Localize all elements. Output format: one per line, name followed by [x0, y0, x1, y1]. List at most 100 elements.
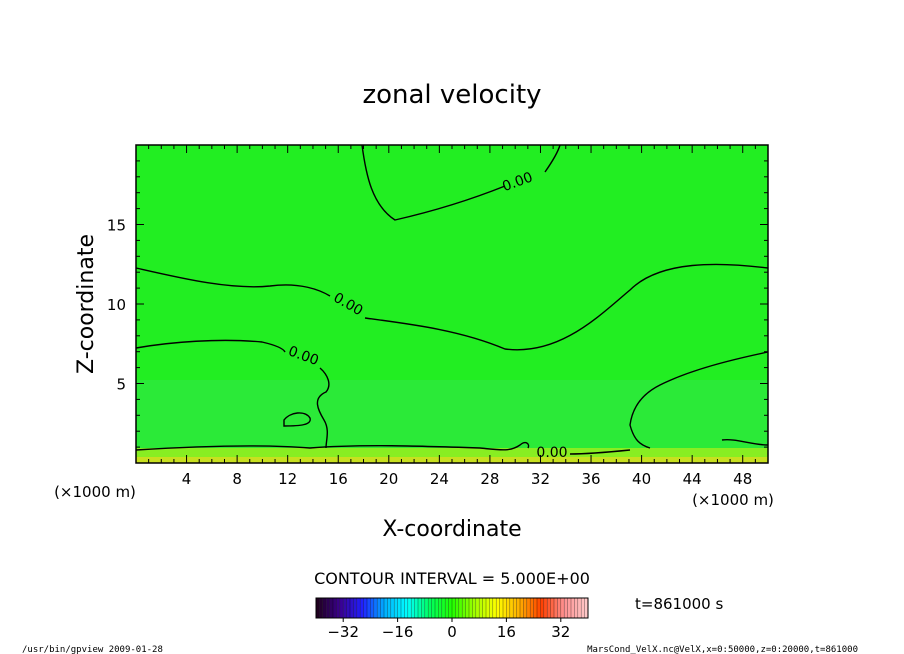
x-tick-label: 44	[683, 470, 702, 488]
colorbar-cell	[435, 598, 439, 618]
colorbar-cell	[499, 598, 503, 618]
y-tick-label: 5	[116, 376, 126, 394]
colorbar-cell	[530, 598, 534, 618]
x-tick-label: 36	[581, 470, 600, 488]
colorbar-cell	[452, 598, 456, 618]
colorbar-cell	[370, 598, 374, 618]
colorbar-tick-label: 32	[551, 623, 570, 641]
contour-closed-small	[283, 412, 311, 427]
y-axis-label: Z-coordinate	[74, 234, 99, 374]
colorbar-cell	[319, 598, 323, 618]
colorbar-cell	[486, 598, 490, 618]
colorbar-cell	[367, 598, 371, 618]
colorbar-cell	[482, 598, 486, 618]
colorbar-cell	[418, 598, 422, 618]
colorbar-cell	[465, 598, 469, 618]
colorbar-cell	[506, 598, 510, 618]
x-tick-label: 40	[632, 470, 651, 488]
colorbar: −32 −16 0 16 32	[315, 597, 589, 641]
colorbar-cell	[390, 598, 395, 618]
colorbar-cell	[346, 598, 350, 618]
colorbar-cell	[428, 598, 432, 618]
x-tick-label: 48	[733, 470, 752, 488]
x-tick-label: 12	[278, 470, 297, 488]
colorbar-cell	[537, 598, 541, 618]
colorbar-cell	[360, 598, 364, 618]
colorbar-cell	[424, 598, 429, 618]
x-tick-label: 16	[329, 470, 348, 488]
colorbar-cell	[407, 598, 412, 618]
colorbar-cell	[326, 598, 330, 618]
colorbar-cell	[316, 598, 320, 618]
colorbar-tick-label: −32	[327, 623, 359, 641]
x-axis-label: X-coordinate	[382, 517, 521, 542]
chart-title: zonal velocity	[362, 80, 541, 110]
x-tick-label: 8	[232, 470, 242, 488]
colorbar-cell	[356, 598, 361, 618]
colorbar-cell	[448, 598, 452, 618]
colorbar-cell	[567, 598, 571, 618]
colorbar-cell	[322, 598, 327, 618]
colorbar-cell	[469, 598, 473, 618]
y-unit-label: (×1000 m)	[54, 483, 136, 501]
colorbar-cell	[455, 598, 459, 618]
colorbar-cell	[577, 598, 582, 618]
colorbar-cell	[547, 598, 551, 618]
colorbar-cell	[363, 598, 367, 618]
contour-top	[361, 144, 561, 221]
x-tick-label: 4	[182, 470, 192, 488]
colorbar-cell	[339, 598, 344, 618]
contour-lower-mid	[135, 339, 330, 449]
colorbar-cell	[404, 598, 408, 618]
contour-right	[629, 351, 769, 449]
colorbar-cell	[462, 598, 466, 618]
colorbar-cell	[520, 598, 524, 618]
footer-left: /usr/bin/gpview 2009-01-28	[22, 645, 163, 654]
colorbar-cell	[377, 598, 381, 618]
colorbar-cell	[438, 598, 442, 618]
colorbar-cell	[479, 598, 483, 618]
footer-right: MarsCond_VelX.nc@VelX,x=0:50000,z=0:2000…	[587, 645, 858, 654]
colorbar-cell	[472, 598, 476, 618]
colorbar-cell	[411, 598, 415, 618]
colorbar-cell	[523, 598, 527, 618]
colorbar-cell	[445, 598, 449, 618]
colorbar-cell	[571, 598, 575, 618]
colorbar-cell	[564, 598, 568, 618]
colorbar-cell	[421, 598, 425, 618]
plot-area: 0.00 0.00 0.00 0.00 4 8 12 16 20 24 28 32 36 40 44…	[107, 144, 769, 488]
x-tick-label: 32	[531, 470, 550, 488]
colorbar-cell	[513, 598, 517, 618]
x-tick-label: 20	[379, 470, 398, 488]
colorbar-cell	[380, 598, 384, 618]
colorbar-cell	[574, 598, 578, 618]
colorbar-cell	[458, 598, 463, 618]
field-bottom-band	[136, 448, 768, 458]
colorbar-cell	[543, 598, 548, 618]
colorbar-cell	[516, 598, 520, 618]
colorbar-cell	[333, 598, 337, 618]
colorbar-tick-label: 16	[497, 623, 516, 641]
contour-interval-text: CONTOUR INTERVAL = 5.000E+00	[314, 569, 590, 588]
colorbar-cell	[584, 598, 588, 618]
contour-bottom	[135, 441, 631, 455]
colorbar-cell	[540, 598, 544, 618]
x-unit-label: (×1000 m)	[692, 491, 774, 509]
field-lower-band	[136, 380, 768, 450]
x-tick-label: 24	[430, 470, 449, 488]
colorbar-cell	[526, 598, 531, 618]
contours	[135, 144, 769, 455]
colorbar-cell	[550, 598, 554, 618]
colorbar-cell	[533, 598, 537, 618]
colorbar-cell	[509, 598, 514, 618]
colorbar-cells	[315, 598, 588, 618]
colorbar-cell	[554, 598, 558, 618]
colorbar-cell	[475, 598, 480, 618]
colorbar-cell	[401, 598, 405, 618]
y-tick-label: 10	[107, 296, 126, 314]
colorbar-cell	[441, 598, 446, 618]
colorbar-cell	[581, 598, 585, 618]
colorbar-cell	[492, 598, 497, 618]
